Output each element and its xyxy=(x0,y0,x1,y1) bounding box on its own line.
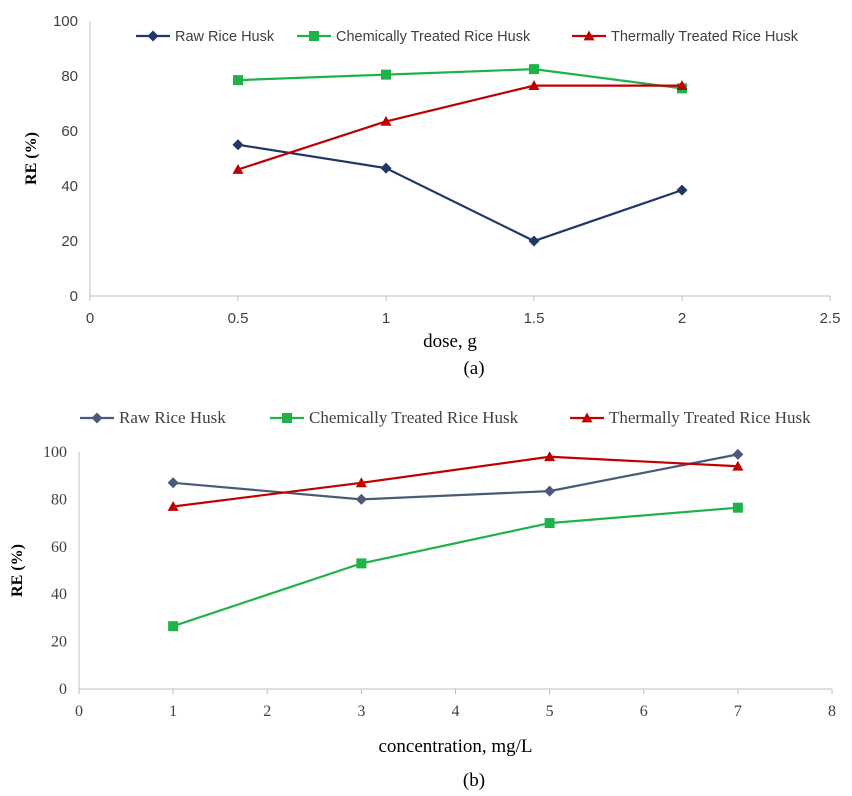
series-line xyxy=(172,455,738,508)
x-tick-label: 2 xyxy=(263,703,271,720)
data-point xyxy=(356,558,367,569)
data-point xyxy=(732,460,744,471)
series-line xyxy=(173,453,739,501)
x-tick-label: 0.5 xyxy=(228,310,249,327)
x-tick-label: 2.5 xyxy=(820,310,841,327)
series-line xyxy=(237,143,683,243)
legend-marker xyxy=(581,412,593,423)
y-tick-label: 60 xyxy=(51,539,67,556)
x-tick-label: 7 xyxy=(734,703,742,720)
y-axis-label: RE (%) xyxy=(9,544,26,597)
legend-marker xyxy=(91,412,103,424)
y-tick-label: 0 xyxy=(70,288,78,305)
y-tick-label: 60 xyxy=(61,123,78,140)
y-tick-label: 20 xyxy=(61,233,78,250)
data-point xyxy=(167,501,179,511)
data-point xyxy=(355,477,367,488)
x-axis-label: dose, g xyxy=(423,331,477,352)
y-axis-label: RE (%) xyxy=(23,132,40,185)
series-thermally-treated-rice-husk xyxy=(167,451,744,511)
legend-item: Chemically Treated Rice Husk xyxy=(270,408,519,427)
data-point xyxy=(544,451,556,462)
legend-marker xyxy=(309,31,319,41)
legend-label: Raw Rice Husk xyxy=(175,29,275,45)
data-point xyxy=(380,115,392,126)
data-point xyxy=(380,162,392,174)
legend-label: Thermally Treated Rice Husk xyxy=(611,29,799,45)
y-tick-label: 100 xyxy=(43,444,67,461)
legend-item: Thermally Treated Rice Husk xyxy=(572,29,799,45)
y-tick-label: 80 xyxy=(61,68,78,85)
data-point xyxy=(167,477,179,489)
data-point xyxy=(232,164,244,174)
data-point xyxy=(544,518,555,529)
series-raw-rice-husk xyxy=(232,139,688,247)
series-chemically-treated-rice-husk xyxy=(233,64,687,94)
legend-item: Thermally Treated Rice Husk xyxy=(570,408,811,427)
legend-marker xyxy=(147,30,159,42)
legend-item: Raw Rice Husk xyxy=(80,408,226,427)
x-tick-label: 2 xyxy=(678,310,686,327)
data-point xyxy=(529,64,539,75)
legend-label: Raw Rice Husk xyxy=(119,408,226,427)
x-tick-label: 6 xyxy=(640,703,648,720)
legend-item: Chemically Treated Rice Husk xyxy=(297,29,531,45)
panel-label: (a) xyxy=(463,358,484,379)
x-tick-label: 0 xyxy=(75,703,83,720)
series-thermally-treated-rice-husk xyxy=(232,80,688,174)
x-axis-label: concentration, mg/L xyxy=(378,736,532,757)
x-tick-label: 1.5 xyxy=(524,310,545,327)
data-point xyxy=(233,75,243,86)
x-tick-label: 5 xyxy=(546,703,554,720)
series-chemically-treated-rice-husk xyxy=(168,502,743,632)
data-point xyxy=(676,80,688,91)
data-point xyxy=(528,80,540,91)
x-tick-label: 3 xyxy=(357,703,365,720)
legend-marker xyxy=(583,30,595,41)
x-tick-label: 0 xyxy=(86,310,94,327)
data-point xyxy=(732,448,744,460)
x-tick-label: 1 xyxy=(169,703,177,720)
y-tick-label: 100 xyxy=(53,13,78,30)
data-point xyxy=(732,502,743,513)
x-tick-label: 8 xyxy=(828,703,836,720)
data-point xyxy=(232,139,244,151)
y-tick-label: 40 xyxy=(51,586,67,603)
legend-label: Thermally Treated Rice Husk xyxy=(609,408,811,427)
legend-label: Chemically Treated Rice Husk xyxy=(309,408,519,427)
data-point xyxy=(544,485,556,497)
chart-panel-a: 0 0.5 1 1.5 2 2.5 0 20 40 60 80 100 dose, g RE (%) (a)… xyxy=(23,13,840,379)
y-tick-label: 20 xyxy=(51,634,67,651)
y-tick-label: 0 xyxy=(59,681,67,698)
series-line xyxy=(237,84,682,171)
data-point xyxy=(528,235,540,247)
legend-marker xyxy=(282,413,292,423)
y-tick-label: 80 xyxy=(51,491,67,508)
y-tick-label: 40 xyxy=(61,178,78,195)
panel-label: (b) xyxy=(463,770,485,791)
legend-item: Raw Rice Husk xyxy=(136,29,275,45)
series-line xyxy=(172,506,738,628)
x-tick-label: 1 xyxy=(382,310,390,327)
data-point xyxy=(676,184,688,196)
data-point xyxy=(355,493,367,505)
legend-label: Chemically Treated Rice Husk xyxy=(336,29,531,45)
series-raw-rice-husk xyxy=(167,448,744,505)
x-tick-label: 4 xyxy=(452,703,460,720)
series-line xyxy=(237,68,683,90)
data-point xyxy=(168,621,179,632)
data-point xyxy=(381,69,391,80)
